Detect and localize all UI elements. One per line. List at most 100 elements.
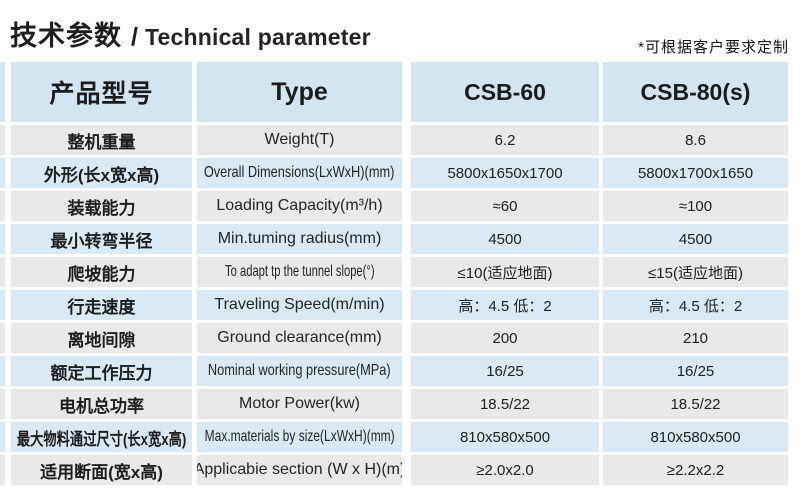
value-csb60: ≥2.0x2.0 — [476, 461, 534, 479]
param-cell-en: Min.tuming radius(mm) — [197, 224, 402, 254]
value-cell-csb80: ≈100 — [603, 191, 788, 221]
param-cell-zh: 整机重量 — [11, 125, 192, 155]
value-csb80: 16/25 — [676, 362, 715, 380]
value-csb60: 5800x1650x1700 — [447, 164, 563, 182]
param-cell-zh: 装载能力 — [11, 191, 192, 221]
value-csb80: 4500 — [678, 230, 713, 248]
value-cell-csb80: ≤15(适应地面) — [603, 257, 788, 287]
value-cell-csb60: 6.2 — [411, 125, 599, 155]
table-row-weight: 整机重量 Weight(T) 6.2 8.6 — [11, 125, 789, 155]
param-cell-zh: 外形(长x宽x高) — [11, 158, 192, 188]
param-cell-en: Nominal working pressure(MPa) — [197, 356, 402, 386]
table-row-loading-capacity: 装载能力 Loading Capacity(m³/h) ≈60 ≈100 — [11, 191, 789, 221]
technical-parameter-table: 产品型号 Type CSB-60 CSB-80(s) 整机重量 Weight(T… — [11, 62, 789, 488]
param-label-zh: 爬坡能力 — [67, 264, 136, 284]
param-label-zh: 外形(长x宽x高) — [43, 165, 160, 185]
param-cell-en: Motor Power(kw) — [197, 389, 402, 419]
param-label-en: Loading Capacity(m³/h) — [216, 197, 383, 214]
sliver-segment — [0, 455, 5, 485]
param-cell-zh: 适用断面(宽x高) — [11, 455, 192, 485]
param-cell-zh: 离地间隙 — [11, 323, 192, 353]
value-csb60: 高：4.5 低：2 — [458, 297, 552, 315]
value-cell-csb80: ≥2.2x2.2 — [603, 455, 788, 485]
value-cell-csb60: ≥2.0x2.0 — [411, 455, 599, 485]
page-title-en: Technical parameter — [144, 24, 371, 50]
page-title-zh: 技术参数 — [10, 21, 122, 51]
table-row-traveling-speed: 行走速度 Traveling Speed(m/min) 高：4.5 低：2 高：… — [11, 290, 789, 320]
value-cell-csb60: 18.5/22 — [411, 389, 599, 419]
header-csb-80s-label: CSB-80(s) — [640, 78, 751, 105]
table-row-motor-power: 电机总功率 Motor Power(kw) 18.5/22 18.5/22 — [11, 389, 789, 419]
param-cell-zh: 额定工作压力 — [11, 356, 192, 386]
header-product-model-label: 产品型号 — [49, 80, 154, 108]
param-label-en: To adapt tp the tunnel slope(°) — [224, 263, 375, 280]
param-label-en: Overall Dimensions(LxWxH)(mm) — [204, 164, 395, 181]
sliver-segment — [0, 290, 5, 320]
header-type-label: Type — [271, 77, 328, 106]
param-label-zh: 装载能力 — [67, 198, 136, 218]
param-label-zh: 离地间隙 — [67, 330, 136, 350]
table-row-max-material-size: 最大物料通过尺寸(长x宽x高) Max.materials by size(Lx… — [11, 422, 789, 452]
param-label-zh: 电机总功率 — [59, 396, 144, 416]
value-csb80: 8.6 — [685, 131, 706, 149]
value-csb60: 200 — [492, 329, 518, 347]
table-row-applicable-section: 适用断面(宽x高) Applicabie section (W x H)(m) … — [11, 455, 789, 485]
value-csb80: ≥2.2x2.2 — [666, 461, 725, 479]
value-cell-csb60: 16/25 — [411, 356, 599, 386]
param-cell-en: Overall Dimensions(LxWxH)(mm) — [197, 158, 402, 188]
sliver-segment — [0, 191, 5, 221]
value-cell-csb80: 高：4.5 低：2 — [603, 290, 788, 320]
table-row-ground-clearance: 离地间隙 Ground clearance(mm) 200 210 — [11, 323, 789, 353]
value-cell-csb80: 810x580x500 — [603, 422, 788, 452]
param-cell-en: Applicabie section (W x H)(m) — [197, 455, 402, 485]
param-cell-en: To adapt tp the tunnel slope(°) — [197, 257, 402, 287]
sliver-segment — [0, 125, 5, 155]
param-label-en: Nominal working pressure(MPa) — [208, 362, 391, 379]
sliver-segment — [0, 389, 5, 419]
sliver-segment — [0, 257, 5, 287]
value-csb60: ≈60 — [492, 197, 518, 215]
sliver-segment — [0, 422, 5, 452]
param-label-zh: 行走速度 — [67, 297, 136, 317]
table-row-overall-dimensions: 外形(长x宽x高) Overall Dimensions(LxWxH)(mm) … — [11, 158, 789, 188]
value-csb80: 高：4.5 低：2 — [648, 297, 743, 315]
param-label-zh: 额定工作压力 — [50, 363, 153, 383]
header-csb-60-label: CSB-60 — [464, 78, 546, 105]
header-product-model: 产品型号 — [11, 62, 192, 122]
value-cell-csb80: 8.6 — [603, 125, 788, 155]
param-label-en: Traveling Speed(m/min) — [214, 296, 385, 313]
param-label-en: Weight(T) — [264, 131, 335, 148]
param-cell-en: Loading Capacity(m³/h) — [197, 191, 402, 221]
header-csb-60: CSB-60 — [411, 62, 599, 122]
value-csb80: 810x580x500 — [650, 428, 741, 446]
param-cell-zh: 电机总功率 — [11, 389, 192, 419]
value-cell-csb60: 高：4.5 低：2 — [411, 290, 599, 320]
page-title-separator: / — [131, 23, 138, 51]
param-label-en: Ground clearance(mm) — [217, 329, 382, 346]
value-csb60: ≤10(适应地面) — [457, 264, 553, 282]
value-cell-csb80: 18.5/22 — [603, 389, 788, 419]
value-csb80: 210 — [682, 329, 709, 347]
value-csb80: ≤15(适应地面) — [648, 264, 743, 282]
param-label-zh: 适用断面(宽x高) — [40, 462, 163, 482]
value-cell-csb60: ≈60 — [411, 191, 599, 221]
customization-note: *可根据客户要求定制 — [638, 39, 789, 56]
param-label-en: Motor Power(kw) — [239, 395, 360, 412]
param-label-en: Min.tuming radius(mm) — [217, 230, 382, 247]
table-header-row: 产品型号 Type CSB-60 CSB-80(s) — [11, 62, 789, 122]
param-cell-zh: 行走速度 — [11, 290, 192, 320]
value-csb60: 4500 — [488, 230, 522, 248]
value-csb60: 6.2 — [494, 131, 516, 149]
table-row-climbing-ability: 爬坡能力 To adapt tp the tunnel slope(°) ≤10… — [11, 257, 789, 287]
sliver-segment — [0, 323, 5, 353]
value-csb60: 810x580x500 — [459, 428, 551, 446]
param-label-zh: 整机重量 — [67, 132, 136, 152]
sliver-segment — [0, 158, 5, 188]
value-cell-csb80: 4500 — [603, 224, 788, 254]
param-label-en: Applicabie section (W x H)(m) — [197, 461, 402, 478]
value-csb80: ≈100 — [678, 197, 713, 215]
sliver-segment — [0, 356, 5, 386]
param-cell-en: Weight(T) — [197, 125, 402, 155]
value-cell-csb60: 810x580x500 — [411, 422, 599, 452]
